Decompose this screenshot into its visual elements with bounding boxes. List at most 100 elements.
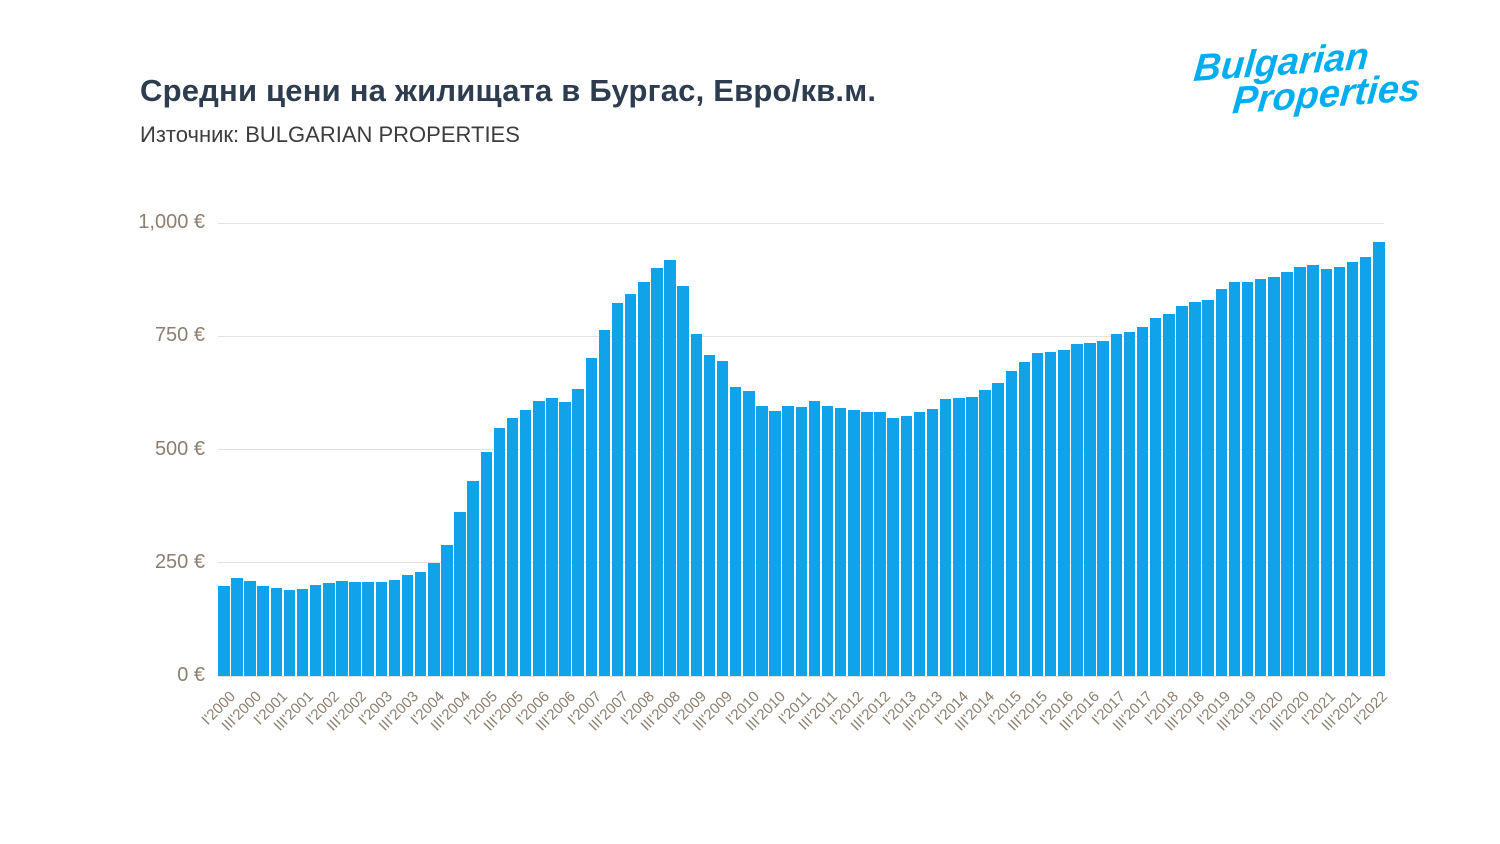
bar-II'2021 [1333, 266, 1346, 676]
bar-III'2014 [979, 390, 991, 676]
bar-I'2018 [1163, 313, 1175, 676]
bar-IV'2005 [519, 409, 532, 676]
bar-IV'2020 [1307, 265, 1319, 676]
bar-III'2011 [821, 406, 834, 676]
bar-I'2021 [1320, 269, 1333, 676]
bar-I'2000 [218, 585, 230, 676]
bar-IV'2019 [1254, 279, 1267, 676]
bar-III'2017 [1136, 326, 1149, 676]
bar-III'2016 [1084, 342, 1096, 676]
bar-I'2007 [585, 357, 598, 676]
bar-I'2004 [428, 563, 440, 676]
bar-III'2001 [296, 589, 309, 676]
bar-III'2019 [1241, 281, 1254, 676]
source-label: Източник: BULGARIAN PROPERTIES [140, 122, 520, 147]
bar-IV'2010 [782, 406, 794, 676]
bar-II'2010 [756, 406, 768, 676]
bar-II'2009 [703, 355, 716, 676]
bar-III'2005 [506, 417, 519, 676]
bar-II'2002 [336, 581, 348, 676]
bar-III'2008 [664, 260, 676, 676]
bar-II'2018 [1176, 306, 1188, 676]
bar-I'2020 [1268, 276, 1280, 676]
bar-IV'2004 [467, 481, 479, 676]
bar-III'2021 [1346, 262, 1359, 676]
bar-I'2005 [480, 452, 493, 676]
bar-II'2017 [1123, 332, 1136, 676]
bar-I'2022 [1373, 241, 1385, 676]
bar-III'2003 [401, 574, 414, 676]
bar-IV'2012 [887, 417, 899, 676]
bar-I'2002 [323, 583, 335, 676]
bar-II'2001 [283, 589, 296, 676]
bar-II'2011 [808, 400, 821, 676]
bar-II'2007 [598, 329, 611, 676]
bar-IV'2013 [939, 399, 952, 676]
bar-I'2013 [900, 415, 913, 676]
y-tick-label: 500 € [154, 437, 205, 460]
bar-IV'2017 [1149, 317, 1162, 676]
bar-II'2004 [441, 544, 453, 676]
bar-I'2017 [1110, 334, 1123, 676]
bar-II'2016 [1071, 344, 1083, 676]
bar-IV'2021 [1359, 256, 1372, 676]
y-tick-label: 0 € [177, 664, 205, 686]
bar-IV'2014 [992, 382, 1004, 676]
bar-III'2009 [716, 360, 729, 676]
gridline-1000 [218, 222, 1384, 224]
bar-III'2015 [1031, 353, 1044, 676]
bar-IV'2009 [729, 386, 742, 676]
bar-IV'2015 [1044, 352, 1057, 676]
bar-I'2019 [1215, 288, 1228, 676]
bar-IV'2018 [1202, 300, 1214, 676]
bar-II'2000 [231, 578, 243, 676]
bar-II'2020 [1281, 271, 1293, 676]
bar-III'2012 [874, 411, 886, 676]
bar-III'2020 [1294, 266, 1306, 676]
bar-II'2014 [966, 396, 978, 676]
bar-IV'2000 [257, 586, 269, 676]
bar-III'2000 [244, 580, 256, 676]
bar-III'2004 [454, 512, 466, 676]
bar-I'2011 [795, 406, 808, 676]
bar-III'2010 [769, 411, 781, 676]
bar-III'2013 [926, 408, 939, 676]
bar-II'2006 [546, 397, 558, 676]
bar-III'2018 [1189, 301, 1201, 676]
bar-series [218, 223, 1385, 676]
bar-I'2016 [1058, 349, 1070, 676]
bar-II'2003 [388, 580, 401, 676]
bar-I'2006 [533, 400, 545, 676]
bar-IV'2011 [834, 408, 847, 676]
bar-II'2005 [493, 427, 506, 676]
bar-I'2009 [690, 334, 703, 676]
bar-IV'2008 [677, 285, 689, 676]
bar-II'2013 [913, 411, 926, 676]
gridline-750 [218, 335, 1384, 337]
bar-III'2002 [349, 582, 361, 676]
bar-IV'2007 [624, 294, 637, 676]
bar-IV'2001 [309, 584, 322, 676]
bar-II'2015 [1018, 362, 1031, 676]
bar-IV'2006 [572, 388, 584, 676]
bar-I'2008 [638, 281, 650, 676]
bar-IV'2002 [362, 582, 374, 676]
bar-III'2006 [559, 401, 571, 676]
bar-I'2001 [270, 588, 283, 676]
page-title: Средни цени на жилищата в Бургас, Евро/к… [140, 72, 877, 108]
bar-I'2014 [953, 397, 965, 676]
bar-IV'2003 [414, 572, 427, 676]
bar-II'2012 [861, 411, 873, 676]
bar-I'2010 [743, 390, 755, 676]
bar-II'2019 [1228, 282, 1241, 676]
gridline-0 [218, 675, 1384, 677]
bar-I'2015 [1005, 371, 1018, 676]
bar-IV'2016 [1097, 340, 1109, 676]
y-tick-label: 250 € [154, 550, 205, 573]
y-tick-label: 1,000 € [138, 211, 205, 233]
bar-I'2012 [848, 409, 860, 676]
bar-III'2007 [611, 303, 624, 676]
y-tick-label: 750 € [154, 324, 205, 347]
bar-I'2003 [375, 582, 388, 676]
